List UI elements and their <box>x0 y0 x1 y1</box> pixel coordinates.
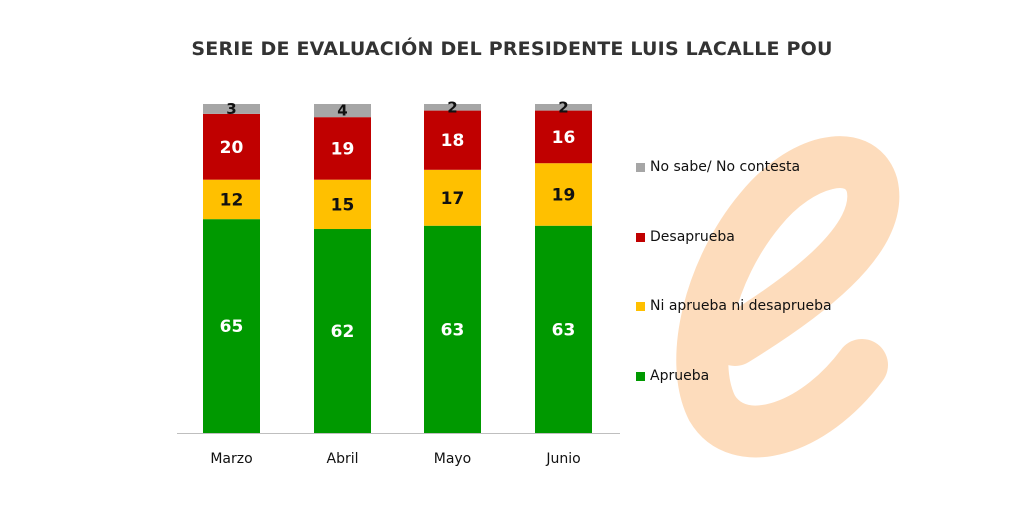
bar-segment <box>203 104 260 114</box>
legend-item: No sabe/ No contesta <box>636 159 800 175</box>
bar-segment <box>535 225 592 433</box>
legend-label: Desaprueba <box>650 229 735 245</box>
bar-segment <box>535 110 592 164</box>
data-label: 18 <box>441 131 465 151</box>
x-tick-label: Abril <box>327 451 359 467</box>
data-label: 19 <box>552 185 576 205</box>
legend-swatch <box>636 162 645 172</box>
data-label: 15 <box>331 195 355 215</box>
data-label: 63 <box>441 320 465 340</box>
data-label: 2 <box>447 98 457 116</box>
logo-e-shape <box>676 136 900 458</box>
data-label: 19 <box>331 139 355 159</box>
bar-segment <box>203 219 260 433</box>
legend-item: Ni aprueba ni desaprueba <box>636 298 832 314</box>
bar-segment <box>424 225 481 433</box>
legend-swatch <box>636 301 645 311</box>
x-tick-label: Mayo <box>434 451 472 467</box>
data-label: 2 <box>558 98 568 116</box>
legend-swatch <box>636 371 645 381</box>
data-label: 16 <box>552 128 576 148</box>
data-label: 3 <box>226 100 236 118</box>
data-label: 20 <box>220 138 244 158</box>
bar-segment <box>203 179 260 220</box>
bar-segment <box>535 163 592 226</box>
bar-segment <box>314 117 371 180</box>
bar-segment <box>424 169 481 226</box>
legend-swatch <box>636 232 645 242</box>
data-label: 65 <box>220 317 244 337</box>
x-tick-label: Marzo <box>210 451 252 467</box>
bar-segment <box>314 179 371 230</box>
bar-segment <box>314 229 371 433</box>
legend-item: Aprueba <box>636 368 709 384</box>
data-label: 62 <box>331 322 355 342</box>
legend-label: Ni aprueba ni desaprueba <box>650 298 832 314</box>
data-label: 4 <box>337 102 347 120</box>
bar-segment <box>535 104 592 111</box>
bar-segment <box>203 113 260 180</box>
x-tick-label: Junio <box>545 451 580 467</box>
data-label: 17 <box>441 189 465 209</box>
chart-title: SERIE DE EVALUACIÓN DEL PRESIDENTE LUIS … <box>191 38 833 60</box>
bar-segment <box>424 104 481 111</box>
legend-label: Aprueba <box>650 368 710 384</box>
data-label: 12 <box>220 190 244 210</box>
bar-segment <box>314 104 371 118</box>
bar-segment <box>424 110 481 170</box>
legend-label: No sabe/ No contesta <box>650 159 801 175</box>
legend-item: Desaprueba <box>636 229 735 245</box>
data-label: 63 <box>552 320 576 340</box>
